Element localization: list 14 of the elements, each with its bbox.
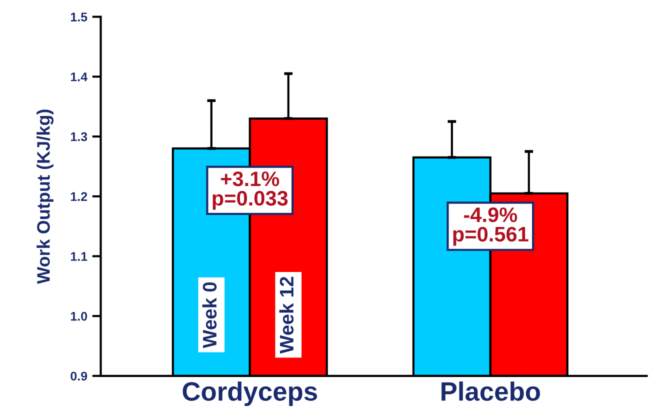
- series-label: Week 0: [202, 282, 217, 348]
- y-tick-label: 1.0: [70, 312, 88, 321]
- y-tick-label: 1.1: [70, 252, 88, 261]
- x-tick-label: Cordyceps: [182, 381, 317, 406]
- y-tick-label: 1.4: [70, 72, 88, 82]
- x-tick-label: Placebo: [442, 381, 540, 401]
- y-tick-label: 1.3: [70, 132, 88, 142]
- y-tick-label: 1.5: [70, 12, 88, 22]
- y-tick-label: 1.2: [70, 192, 88, 201]
- annotation: +3.1% p=0.033: [212, 171, 288, 210]
- y-axis-title: Work Output (KJ/kg): [36, 110, 54, 284]
- annotation: -4.9% p=0.561: [453, 207, 528, 246]
- series-label: Week 12: [279, 276, 294, 354]
- y-tick-label: 0.9: [70, 372, 88, 381]
